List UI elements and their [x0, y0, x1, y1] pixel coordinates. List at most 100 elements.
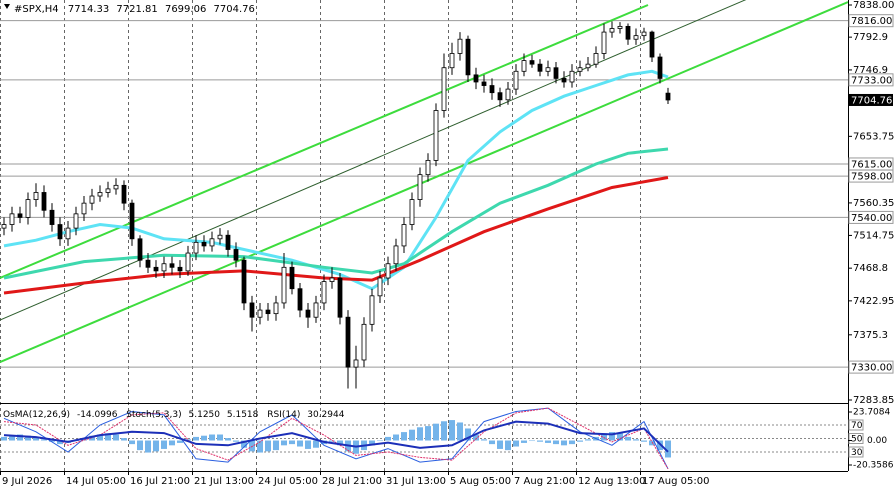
candle-body [129, 202, 135, 240]
rsi-name: RSI(14) [267, 410, 300, 420]
candle-body [265, 309, 271, 315]
x-tick-label: 16 Jul 21:00 [130, 476, 190, 487]
osma-bar [129, 440, 135, 445]
x-tick-label: 17 Aug 05:00 [642, 476, 709, 487]
candle-body [641, 31, 647, 37]
x-tick-label: 21 Jul 13:00 [194, 476, 254, 487]
candle-body [537, 63, 543, 72]
osma-bar [193, 436, 199, 441]
candle-body [417, 174, 423, 200]
osma-bar [473, 434, 479, 441]
candle-body [513, 70, 519, 90]
osma-name: OsMA(12,26,9) [3, 410, 70, 420]
low-value: 7699.06 [165, 4, 206, 15]
candle-body [97, 192, 103, 197]
osma-bar [137, 440, 143, 451]
candle-body [465, 38, 471, 76]
osma-bar [217, 434, 223, 441]
chart-header: #SPX,H4 7714.33 7721.81 7699.06 7704.76 [14, 4, 255, 15]
y-tick-label: 7653.75 [853, 131, 894, 142]
level-label: 7816.00 [851, 16, 892, 27]
candle-body [337, 277, 343, 318]
candle-body [321, 281, 327, 304]
osma-bar [33, 436, 39, 441]
candle-body [89, 195, 95, 204]
candle-body [169, 263, 175, 268]
osma-bar [409, 429, 415, 441]
osma-bar [89, 435, 95, 441]
osma-tick-label: 0.00 [867, 436, 887, 446]
close-value: 7704.76 [214, 4, 255, 15]
header-icon [4, 4, 10, 9]
osma-bar [145, 440, 151, 453]
osma-bar [337, 440, 343, 446]
osma-bar [625, 436, 631, 441]
candle-body [593, 53, 599, 65]
candle-body [57, 224, 63, 240]
osma-bar [529, 440, 535, 442]
osma-bar [153, 440, 159, 452]
channel-line [0, 1, 848, 364]
osma-bar [57, 440, 63, 445]
candle-body [497, 92, 503, 101]
candle-body [49, 209, 55, 225]
candle-body [161, 263, 167, 272]
candle-body [305, 309, 311, 318]
osma-bar [569, 440, 575, 445]
stoch-name: Stoch(5,3,3) [126, 410, 181, 420]
candle-body [105, 188, 111, 193]
rsi-level-label: 70 [851, 421, 863, 431]
candle-body [473, 74, 479, 83]
candle-body [545, 67, 551, 72]
osma-bar [273, 440, 279, 451]
price-box [849, 93, 893, 106]
candle-body [505, 88, 511, 101]
candle-body [569, 70, 575, 83]
y-tick-label: 7375.3 [853, 330, 888, 341]
osma-bar [417, 427, 423, 441]
x-tick-label: 7 Aug 21:00 [514, 476, 575, 487]
x-tick-label: 14 Jul 05:00 [66, 476, 126, 487]
candle-body [137, 238, 143, 261]
x-tick-label: 9 Jul 2026 [2, 476, 52, 487]
x-tick-label: 12 Aug 13:00 [578, 476, 645, 487]
osma-bar [457, 422, 463, 441]
osma-bar [585, 439, 591, 441]
x-tick-label: 28 Jul 21:00 [322, 476, 382, 487]
osma-bar [233, 440, 239, 442]
osma-bar [641, 440, 647, 442]
osma-bar [385, 436, 391, 441]
candle-body [561, 78, 567, 83]
osma-bar [393, 434, 399, 441]
moving-average [3, 147, 669, 280]
candle-body [385, 263, 391, 279]
candle-body [601, 31, 607, 54]
rsi-line [3, 420, 669, 453]
candle-body [425, 159, 431, 176]
level-box [848, 210, 894, 224]
osma-bar [41, 439, 47, 441]
stoch-main [3, 407, 669, 470]
osma-tick-label: 23.7084 [853, 408, 890, 418]
candle-body [249, 302, 255, 318]
symbol: #SPX,H4 [14, 4, 59, 15]
osma-bar [265, 440, 271, 452]
osma-bar [121, 438, 127, 441]
candle-body [113, 184, 119, 190]
osma-bar [401, 432, 407, 441]
candle-body [609, 28, 615, 33]
osma-bar [9, 435, 15, 441]
candle-body [289, 266, 295, 290]
candle-body [625, 25, 631, 40]
osma-bar [169, 440, 175, 446]
candle-body [529, 60, 535, 65]
osma-bar [481, 439, 487, 441]
osma-bar [185, 439, 191, 441]
osma-bar [49, 440, 55, 442]
osma-bar [633, 439, 639, 441]
osma-bar [177, 440, 183, 443]
y-tick-label: 7514.75 [853, 230, 894, 241]
osma-bar [465, 428, 471, 441]
osma-bar [329, 440, 335, 442]
